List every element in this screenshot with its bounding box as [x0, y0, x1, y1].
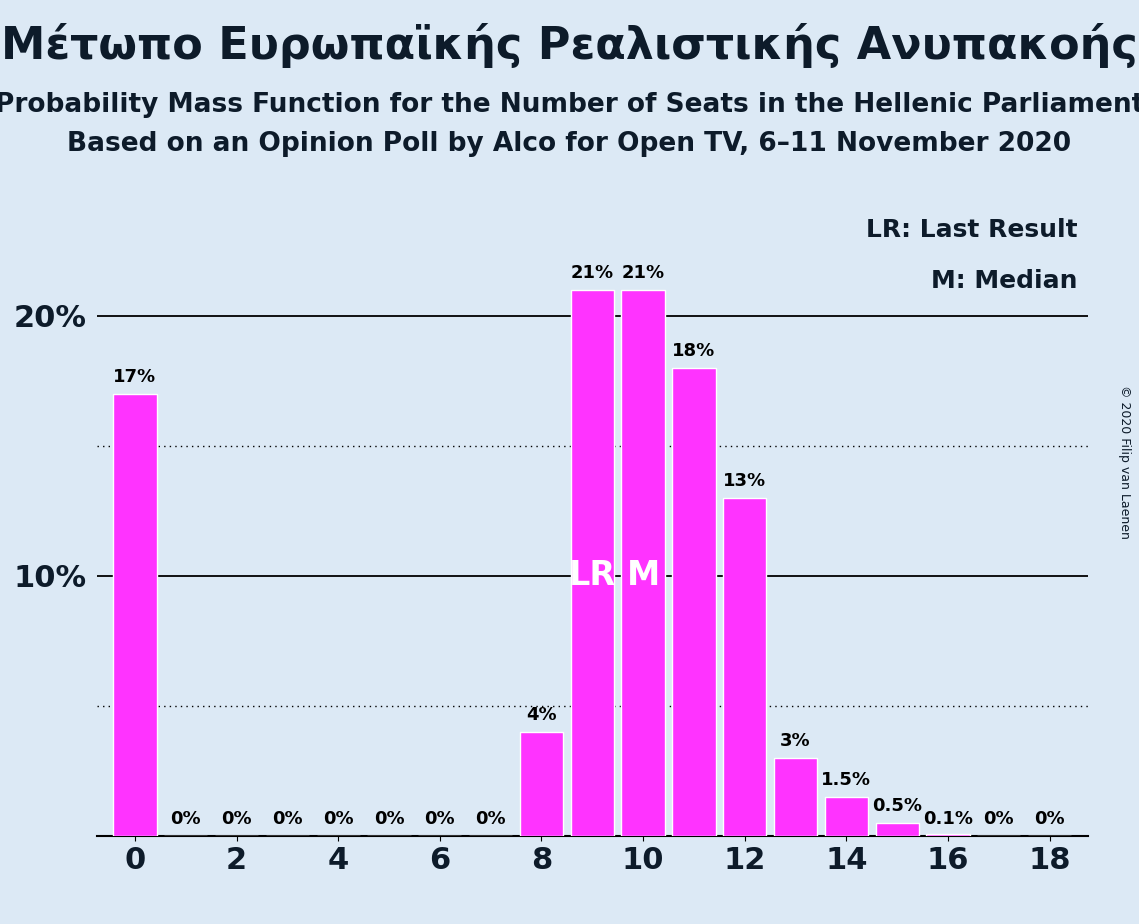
Text: 0%: 0% — [374, 810, 404, 829]
Text: 18%: 18% — [672, 342, 715, 360]
Bar — [825, 797, 868, 836]
Text: 0%: 0% — [1034, 810, 1065, 829]
Text: 0%: 0% — [983, 810, 1014, 829]
Bar — [519, 732, 563, 836]
Text: Probability Mass Function for the Number of Seats in the Hellenic Parliament: Probability Mass Function for the Number… — [0, 92, 1139, 118]
Bar — [571, 290, 614, 836]
Text: LR: LR — [568, 560, 616, 592]
Text: 0%: 0% — [221, 810, 252, 829]
Text: 0.1%: 0.1% — [923, 810, 973, 829]
Text: 0%: 0% — [322, 810, 353, 829]
Text: Based on an Opinion Poll by Alco for Open TV, 6–11 November 2020: Based on an Opinion Poll by Alco for Ope… — [67, 131, 1072, 157]
Text: LR: Last Result: LR: Last Result — [867, 218, 1077, 242]
Bar — [876, 823, 919, 836]
Text: 17%: 17% — [114, 368, 156, 386]
Bar — [672, 368, 715, 836]
Text: 0%: 0% — [425, 810, 456, 829]
Text: 0%: 0% — [171, 810, 202, 829]
Text: M: Median: M: Median — [932, 269, 1077, 293]
Bar — [773, 759, 817, 836]
Bar — [723, 498, 767, 836]
Text: 13%: 13% — [723, 472, 767, 490]
Text: 0%: 0% — [475, 810, 506, 829]
Text: 21%: 21% — [622, 264, 665, 282]
Bar — [114, 394, 156, 836]
Text: 3%: 3% — [780, 733, 811, 750]
Text: 0%: 0% — [272, 810, 303, 829]
Text: M: M — [626, 560, 659, 592]
Text: 4%: 4% — [526, 706, 557, 724]
Text: 1.5%: 1.5% — [821, 772, 871, 789]
Text: Μέτωπο Ευρωπαϊκής Ρεαλιστικής Ανυπακοής: Μέτωπο Ευρωπαϊκής Ρεαλιστικής Ανυπακοής — [1, 23, 1138, 68]
Text: 21%: 21% — [571, 264, 614, 282]
Text: © 2020 Filip van Laenen: © 2020 Filip van Laenen — [1117, 385, 1131, 539]
Bar — [926, 833, 969, 836]
Text: 0.5%: 0.5% — [872, 797, 923, 815]
Bar — [622, 290, 665, 836]
